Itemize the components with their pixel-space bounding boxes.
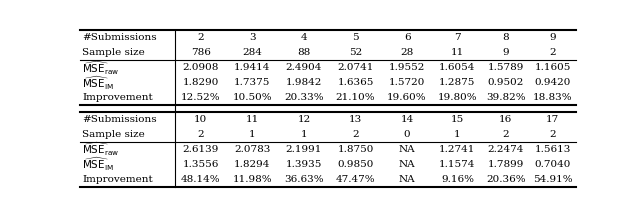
Text: 6: 6	[404, 33, 410, 42]
Text: 1.1605: 1.1605	[534, 63, 571, 72]
Text: 18.83%: 18.83%	[533, 93, 573, 102]
Text: #Submissions: #Submissions	[82, 33, 157, 42]
Text: 0.9420: 0.9420	[534, 78, 571, 87]
Text: 10.50%: 10.50%	[232, 93, 272, 102]
Text: 12: 12	[298, 115, 310, 124]
Text: 14: 14	[401, 115, 413, 124]
Text: 1.2741: 1.2741	[439, 145, 476, 154]
Text: 9: 9	[502, 48, 509, 57]
Text: 12.52%: 12.52%	[181, 93, 221, 102]
Text: 9: 9	[549, 33, 556, 42]
Text: 1.8294: 1.8294	[234, 160, 271, 169]
Text: 284: 284	[243, 48, 262, 57]
Text: 28: 28	[401, 48, 413, 57]
Text: $\widehat{\mathrm{MSE}}_{\mathrm{raw}}$: $\widehat{\mathrm{MSE}}_{\mathrm{raw}}$	[82, 59, 119, 77]
Text: 1.7375: 1.7375	[234, 78, 271, 87]
Text: 20.36%: 20.36%	[486, 175, 525, 184]
Text: 2: 2	[549, 48, 556, 57]
Text: 8: 8	[502, 33, 509, 42]
Text: 7: 7	[454, 33, 461, 42]
Text: 16: 16	[499, 115, 512, 124]
Text: 15: 15	[451, 115, 464, 124]
Text: 3: 3	[249, 33, 256, 42]
Text: 0.9850: 0.9850	[337, 160, 374, 169]
Text: 1.1574: 1.1574	[439, 160, 476, 169]
Text: 2: 2	[352, 130, 359, 139]
Text: 1.8750: 1.8750	[337, 145, 374, 154]
Text: Improvement: Improvement	[82, 175, 153, 184]
Text: 48.14%: 48.14%	[181, 175, 221, 184]
Text: 1.2875: 1.2875	[439, 78, 476, 87]
Text: Sample size: Sample size	[82, 130, 145, 139]
Text: 2.0908: 2.0908	[182, 63, 219, 72]
Text: $\widehat{\mathrm{MSE}}_{\mathrm{IM}}$: $\widehat{\mathrm{MSE}}_{\mathrm{IM}}$	[82, 74, 114, 92]
Text: 2: 2	[549, 130, 556, 139]
Text: NA: NA	[399, 160, 415, 169]
Text: 39.82%: 39.82%	[486, 93, 525, 102]
Text: $\widehat{\mathrm{MSE}}_{\mathrm{IM}}$: $\widehat{\mathrm{MSE}}_{\mathrm{IM}}$	[82, 156, 114, 173]
Text: 54.91%: 54.91%	[533, 175, 573, 184]
Text: 1.7899: 1.7899	[488, 160, 524, 169]
Text: 1: 1	[301, 130, 307, 139]
Text: 19.80%: 19.80%	[438, 93, 477, 102]
Text: 2: 2	[198, 33, 204, 42]
Text: 1: 1	[454, 130, 461, 139]
Text: NA: NA	[399, 175, 415, 184]
Text: #Submissions: #Submissions	[82, 115, 157, 124]
Text: $\widehat{\mathrm{MSE}}_{\mathrm{raw}}$: $\widehat{\mathrm{MSE}}_{\mathrm{raw}}$	[82, 141, 119, 158]
Text: 1.5720: 1.5720	[389, 78, 425, 87]
Text: 21.10%: 21.10%	[336, 93, 375, 102]
Text: 52: 52	[349, 48, 362, 57]
Text: 2: 2	[502, 130, 509, 139]
Text: 47.47%: 47.47%	[336, 175, 375, 184]
Text: 0.9502: 0.9502	[488, 78, 524, 87]
Text: NA: NA	[399, 145, 415, 154]
Text: 1: 1	[249, 130, 256, 139]
Text: 786: 786	[191, 48, 211, 57]
Text: 1.3556: 1.3556	[182, 160, 219, 169]
Text: 0.7040: 0.7040	[534, 160, 571, 169]
Text: 36.63%: 36.63%	[284, 175, 324, 184]
Text: 2: 2	[198, 130, 204, 139]
Text: 1.3935: 1.3935	[286, 160, 322, 169]
Text: 2.6139: 2.6139	[182, 145, 219, 154]
Text: 1.8290: 1.8290	[182, 78, 219, 87]
Text: 13: 13	[349, 115, 362, 124]
Text: 2.4904: 2.4904	[286, 63, 322, 72]
Text: 1.5789: 1.5789	[488, 63, 524, 72]
Text: 19.60%: 19.60%	[387, 93, 427, 102]
Text: 2.0741: 2.0741	[337, 63, 374, 72]
Text: Improvement: Improvement	[82, 93, 153, 102]
Text: 11: 11	[246, 115, 259, 124]
Text: 20.33%: 20.33%	[284, 93, 324, 102]
Text: 10: 10	[195, 115, 207, 124]
Text: 1.9552: 1.9552	[389, 63, 425, 72]
Text: 17: 17	[546, 115, 559, 124]
Text: 11: 11	[451, 48, 464, 57]
Text: 2.2474: 2.2474	[488, 145, 524, 154]
Text: 2.0783: 2.0783	[234, 145, 271, 154]
Text: 9.16%: 9.16%	[441, 175, 474, 184]
Text: 0: 0	[404, 130, 410, 139]
Text: 1.6365: 1.6365	[337, 78, 374, 87]
Text: 4: 4	[301, 33, 307, 42]
Text: 5: 5	[352, 33, 359, 42]
Text: 2.1991: 2.1991	[286, 145, 322, 154]
Text: 88: 88	[298, 48, 310, 57]
Text: 11.98%: 11.98%	[232, 175, 272, 184]
Text: 1.6054: 1.6054	[439, 63, 476, 72]
Text: 1.9414: 1.9414	[234, 63, 271, 72]
Text: Sample size: Sample size	[82, 48, 145, 57]
Text: 1.9842: 1.9842	[286, 78, 322, 87]
Text: 1.5613: 1.5613	[534, 145, 571, 154]
